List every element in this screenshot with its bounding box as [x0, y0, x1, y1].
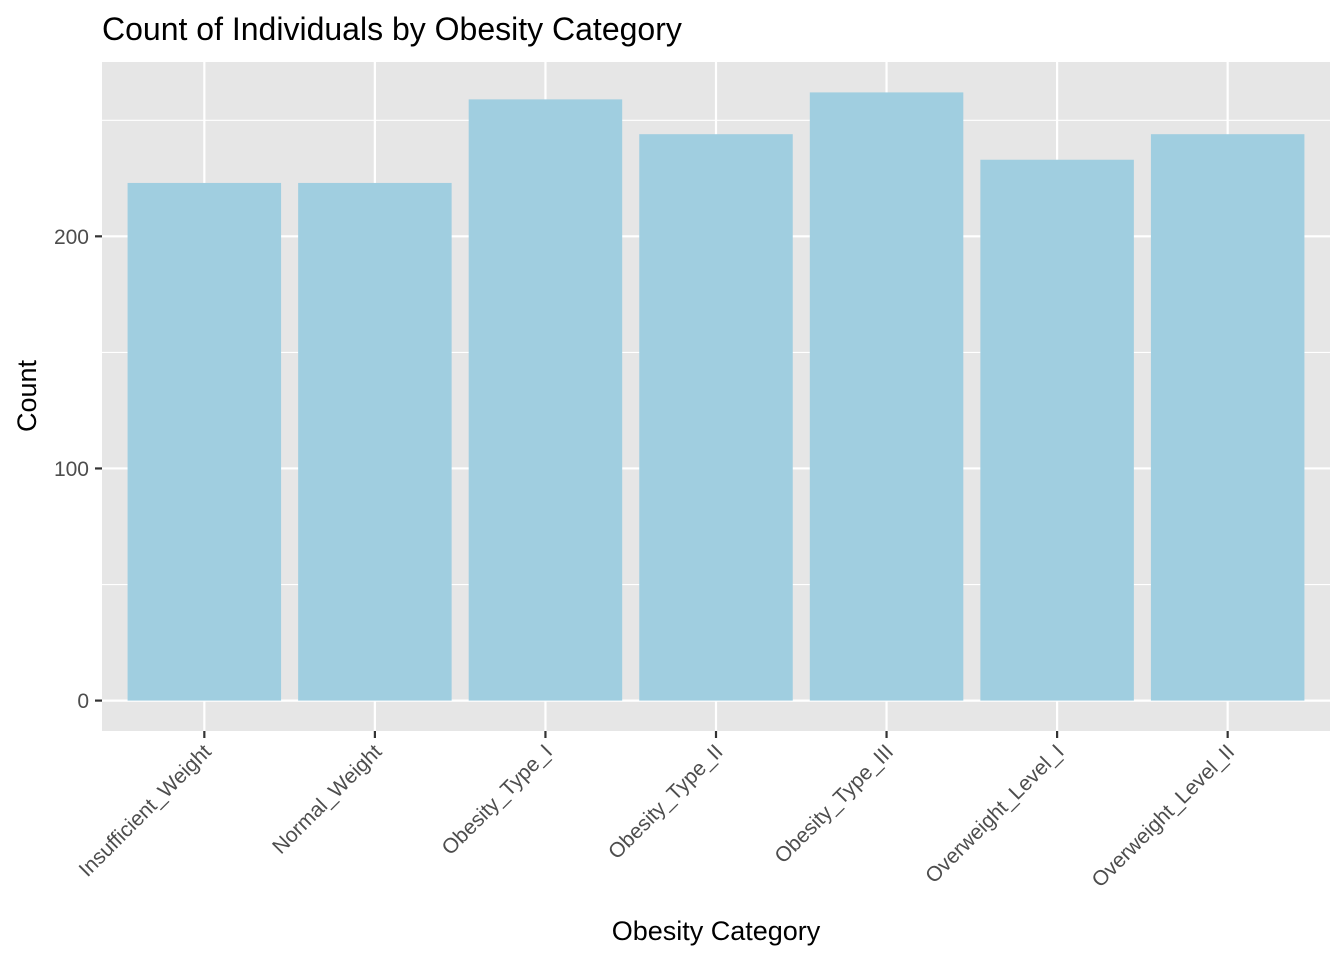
bar-0 [127, 182, 282, 701]
chart-title: Count of Individuals by Obesity Category [102, 11, 682, 47]
x-tick-label-3: Obesity_Type_II [604, 740, 728, 864]
bar-4 [809, 92, 964, 701]
x-axis: Insufficient_Weight Normal_Weight Obesity_… [75, 731, 1240, 892]
y-axis-title: Count [12, 359, 42, 432]
y-axis: 0 100 200 [54, 226, 102, 713]
y-tick-label-0: 0 [77, 690, 89, 713]
x-tick-label-0: Insufficient_Weight [75, 740, 216, 881]
bar-6 [1150, 134, 1305, 701]
y-tick-label-2: 200 [54, 226, 89, 249]
y-tick-label-1: 100 [54, 458, 89, 481]
bars [127, 92, 1305, 701]
bar-5 [980, 159, 1134, 701]
x-tick-label-4: Obesity_Type_III [770, 740, 898, 868]
x-tick-label-5: Overweight_Level_I [921, 740, 1069, 888]
x-tick-label-6: Overweight_Level_II [1088, 740, 1240, 892]
bar-2 [468, 99, 623, 701]
x-tick-label-2: Obesity_Type_I [438, 740, 557, 859]
x-tick-label-1: Normal_Weight [268, 740, 386, 858]
bar-3 [639, 134, 793, 701]
x-axis-title: Obesity Category [612, 916, 821, 946]
bar-1 [298, 182, 452, 701]
